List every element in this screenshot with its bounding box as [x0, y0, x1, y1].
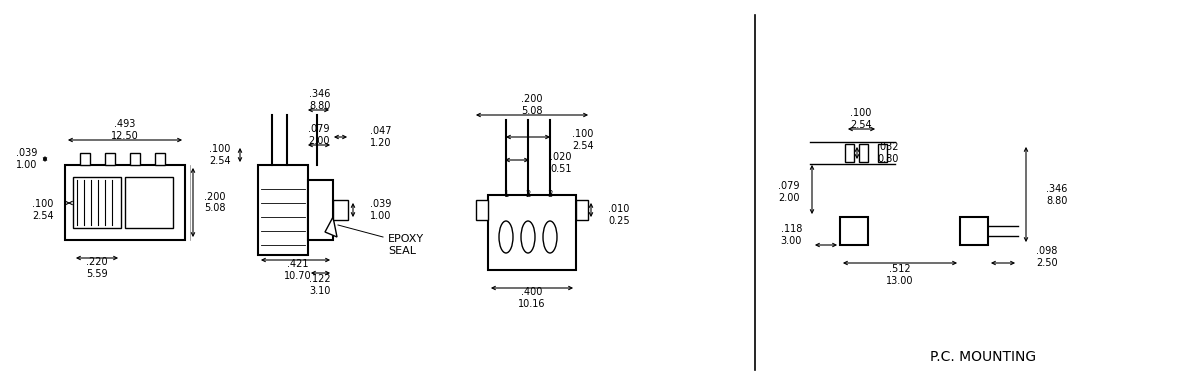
- Bar: [80, 153, 90, 165]
- Text: .400
10.16: .400 10.16: [518, 287, 546, 309]
- Text: .047
1.20: .047 1.20: [370, 126, 391, 148]
- Bar: [840, 217, 868, 245]
- Text: .079
2.00: .079 2.00: [308, 124, 330, 146]
- Text: .421
10.70: .421 10.70: [284, 259, 312, 281]
- Bar: [258, 165, 308, 255]
- Text: .039
1.00: .039 1.00: [370, 199, 391, 221]
- Text: .010
0.25: .010 0.25: [608, 204, 630, 226]
- Polygon shape: [325, 217, 337, 237]
- Bar: [878, 144, 887, 162]
- Text: .346
8.80: .346 8.80: [310, 89, 331, 111]
- Text: .220
5.59: .220 5.59: [86, 257, 108, 279]
- Text: 1: 1: [503, 190, 509, 199]
- Bar: [125, 177, 173, 228]
- Text: .079
2.00: .079 2.00: [779, 181, 800, 203]
- Text: EPOXY
SEAL: EPOXY SEAL: [388, 234, 424, 256]
- Bar: [576, 200, 588, 220]
- Bar: [65, 165, 185, 240]
- Bar: [476, 200, 488, 220]
- Text: .122
3.10: .122 3.10: [310, 274, 331, 296]
- Text: .100
2.54: .100 2.54: [209, 144, 230, 166]
- Bar: [334, 200, 348, 220]
- Bar: [130, 153, 140, 165]
- Text: P.C. MOUNTING: P.C. MOUNTING: [930, 350, 1036, 364]
- Text: .493
12.50: .493 12.50: [112, 119, 139, 141]
- Ellipse shape: [521, 221, 535, 253]
- Bar: [859, 144, 868, 162]
- Text: .039
1.00: .039 1.00: [17, 148, 37, 170]
- Text: .200
5.08: .200 5.08: [204, 192, 226, 213]
- Text: 3: 3: [547, 190, 553, 199]
- Text: .512
13.00: .512 13.00: [887, 264, 913, 286]
- Ellipse shape: [542, 221, 557, 253]
- Text: .032
0.80: .032 0.80: [877, 142, 899, 164]
- Bar: [106, 153, 115, 165]
- Bar: [845, 144, 854, 162]
- Bar: [73, 177, 121, 228]
- Text: 2: 2: [526, 190, 530, 199]
- Text: .346
8.80: .346 8.80: [1046, 184, 1067, 206]
- Ellipse shape: [499, 221, 514, 253]
- Text: .098
2.50: .098 2.50: [1036, 246, 1057, 268]
- Text: .020
0.51: .020 0.51: [550, 152, 571, 174]
- Bar: [308, 180, 334, 240]
- Text: .200
5.08: .200 5.08: [521, 94, 542, 116]
- Text: .100
2.54: .100 2.54: [32, 199, 54, 221]
- Text: .100
2.54: .100 2.54: [850, 108, 872, 130]
- Text: .118
3.00: .118 3.00: [781, 224, 802, 246]
- Bar: [960, 217, 988, 245]
- Text: .100
2.54: .100 2.54: [572, 129, 594, 151]
- Bar: [155, 153, 166, 165]
- Bar: [488, 195, 576, 270]
